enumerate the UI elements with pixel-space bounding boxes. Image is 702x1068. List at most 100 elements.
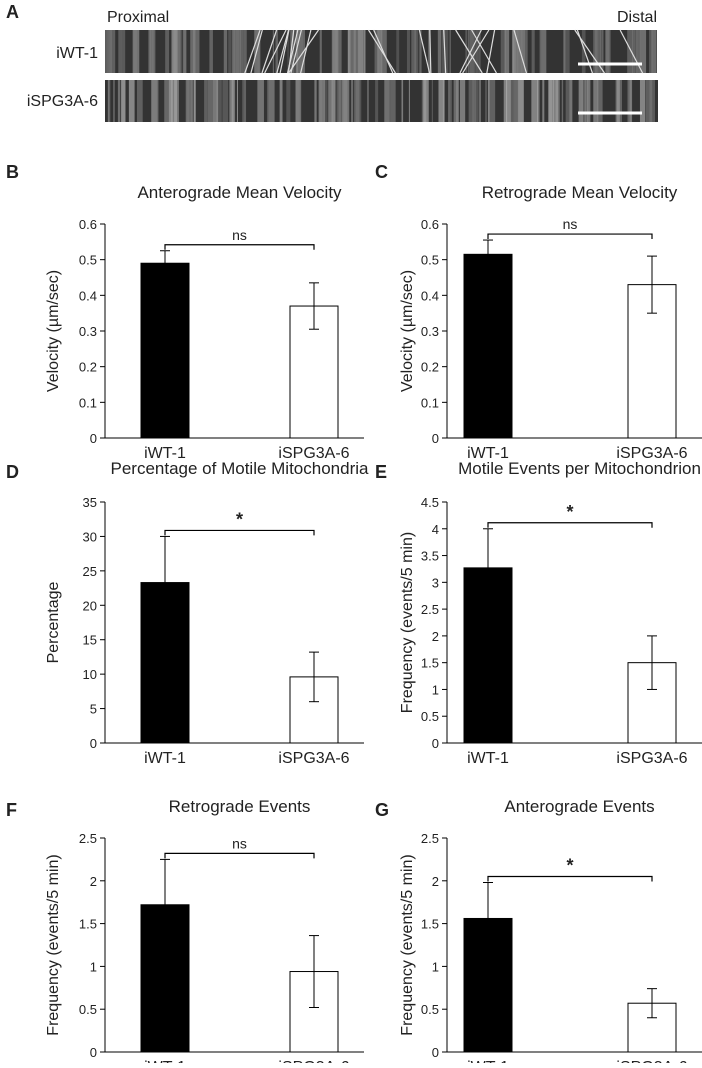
kymo-stripe: [411, 30, 417, 73]
kymo-track: [276, 29, 290, 74]
panel-letter: G: [375, 800, 389, 820]
proximal-label: Proximal: [107, 9, 169, 26]
kymo-stripe: [500, 30, 506, 73]
kymo-stripe: [171, 80, 178, 122]
kymo-stripe: [645, 80, 653, 122]
significance-label: *: [566, 856, 573, 876]
kymo-stripe: [228, 30, 232, 73]
x-tick-label: iSPG3A-6: [278, 445, 349, 462]
kymo-stripe: [465, 30, 468, 73]
y-tick-label: 4.5: [421, 495, 439, 510]
y-tick-label: 15: [83, 633, 97, 648]
kymo-stripe: [423, 80, 429, 122]
y-axis-label: Velocity (µm/sec): [399, 270, 416, 392]
panel-letter: D: [6, 462, 19, 482]
kymo-stripe: [639, 80, 646, 122]
kymo-stripe: [475, 80, 477, 122]
error-bar: [483, 528, 493, 608]
chart-title: Motile Events per Mitochondrion: [458, 459, 701, 478]
x-tick-label: iWT-1: [467, 750, 509, 767]
y-tick-label: 0.4: [421, 288, 439, 303]
bar: [140, 262, 190, 439]
y-tick-label: 2.5: [421, 831, 439, 846]
y-tick-label: 0.2: [79, 360, 97, 375]
significance-bracket: [164, 852, 315, 859]
chart-title: Retrograde Events: [169, 797, 311, 816]
kymo-stripe: [351, 80, 354, 122]
y-tick-label: 1: [432, 682, 439, 697]
kymo-stripe: [531, 80, 539, 122]
kymo-track: [244, 29, 261, 74]
kymo-stripe: [328, 80, 333, 122]
kymo-stripe: [239, 30, 244, 73]
kymo-stripe: [651, 30, 657, 73]
kymo-stripe: [164, 80, 169, 122]
y-tick-label: 0: [90, 1045, 97, 1060]
kymo-stripe: [487, 80, 490, 122]
kymo-stripe: [275, 30, 278, 73]
y-tick-label: 1: [432, 959, 439, 974]
error-bar: [309, 935, 319, 1008]
kymo-stripe: [453, 80, 456, 122]
kymo-stripe: [107, 80, 110, 122]
kymo-stripe: [563, 30, 566, 73]
y-tick-label: 10: [83, 667, 97, 682]
y-tick-label: 0.4: [79, 288, 97, 303]
kymo-stripe: [152, 30, 155, 73]
kymo-stripe: [459, 80, 466, 122]
x-tick-label: iWT-1: [144, 750, 186, 767]
kymo-stripe: [272, 30, 275, 73]
kymo-stripe: [216, 80, 222, 122]
y-tick-label: 0.3: [421, 324, 439, 339]
kymographs: [105, 29, 658, 122]
distal-label: Distal: [617, 9, 657, 26]
kymo-stripe: [207, 80, 213, 122]
kymo-stripe: [136, 80, 143, 122]
kymo-stripe: [117, 80, 121, 122]
error-bar: [160, 858, 170, 951]
kymo-stripe: [475, 30, 479, 73]
error-bar: [309, 282, 319, 330]
kymo-track: [443, 29, 447, 74]
kymo-stripe: [606, 30, 611, 73]
kymo-track: [418, 29, 431, 74]
kymo-stripe: [503, 80, 508, 122]
kymo-stripe: [375, 80, 379, 122]
kymo-stripe: [209, 30, 213, 73]
kymo-stripe: [360, 30, 363, 73]
kymo-stripe: [485, 80, 488, 122]
kymo-stripe: [441, 30, 446, 73]
kymo-track: [471, 29, 497, 74]
kymo-stripe: [438, 80, 445, 122]
kymo-stripe: [565, 80, 573, 122]
y-axis-label: Velocity (µm/sec): [45, 270, 62, 392]
kymo-stripe: [267, 80, 269, 122]
kymo-stripe: [518, 80, 524, 122]
kymo-stripe: [406, 30, 410, 73]
y-tick-label: 1.5: [421, 917, 439, 932]
y-tick-label: 0.1: [79, 395, 97, 410]
y-axis-label: Frequency (events/5 min): [399, 532, 416, 713]
kymo-stripe: [390, 80, 396, 122]
kymo-stripe: [595, 30, 599, 73]
y-tick-label: 3: [432, 575, 439, 590]
kymo-track: [279, 29, 290, 74]
kymo-stripe: [257, 30, 261, 73]
kymo-stripe: [437, 30, 442, 73]
y-tick-label: 0: [432, 736, 439, 751]
y-tick-label: 2.5: [421, 602, 439, 617]
kymo-stripe: [469, 30, 474, 73]
y-tick-label: 0.1: [421, 395, 439, 410]
y-tick-label: 5: [90, 702, 97, 717]
kymo-stripe: [597, 80, 603, 122]
kymo-stripe: [342, 80, 350, 122]
kymo-stripe: [635, 30, 641, 73]
x-tick-label: iSPG3A-6: [278, 750, 349, 767]
kymo-stripe: [319, 30, 322, 73]
kymo-stripe: [401, 80, 404, 122]
kymo-stripe: [629, 80, 633, 122]
y-tick-label: 0.6: [79, 217, 97, 232]
kymo-stripe: [447, 80, 450, 122]
kymo-track: [513, 29, 528, 74]
kymo-stripe: [150, 30, 152, 73]
